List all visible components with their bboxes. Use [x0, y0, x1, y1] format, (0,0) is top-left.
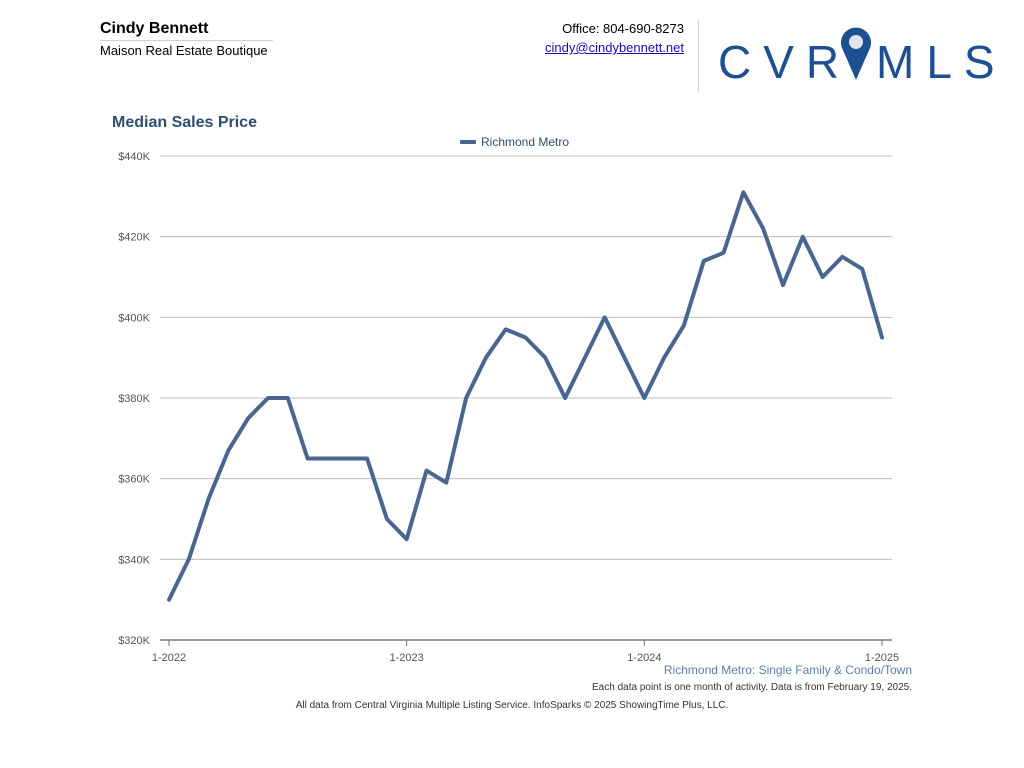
y-tick-label: $400K: [118, 312, 150, 324]
email-link[interactable]: cindy@cindybennett.net: [545, 40, 684, 55]
office-phone: Office: 804-690-8273: [562, 21, 684, 36]
series-line-richmond-metro: [167, 190, 884, 602]
map-pin-icon: [841, 27, 871, 80]
area-label: Richmond Metro: Single Family & Condo/To…: [663, 663, 912, 677]
y-tick-label: $380K: [118, 393, 150, 405]
y-tick-label: $360K: [118, 474, 150, 486]
data-note: Each data point is one month of activity…: [592, 682, 912, 693]
cvrmls-logo: CVR MLS: [718, 27, 993, 84]
chart-title: Median Sales Price: [112, 114, 257, 131]
legend-swatch: [460, 140, 476, 144]
logo-text-left: CVR: [718, 36, 851, 84]
data-source: All data from Central Virginia Multiple …: [295, 700, 729, 711]
y-tick-label: $320K: [118, 635, 150, 647]
y-tick-label: $420K: [118, 232, 150, 244]
x-tick-label: 1-2023: [390, 652, 424, 664]
x-tick-label: 1-2024: [627, 652, 661, 664]
logo-text-right: MLS: [876, 36, 993, 84]
y-tick-label: $440K: [118, 151, 150, 163]
header-divider: [698, 20, 699, 92]
agent-divider: [100, 40, 273, 41]
y-tick-label: $340K: [118, 554, 150, 566]
legend-label: Richmond Metro: [481, 135, 570, 149]
chart-legend: Richmond Metro: [460, 135, 569, 149]
agent-name: Cindy Bennett: [100, 20, 209, 37]
agent-company: Maison Real Estate Boutique: [100, 43, 268, 58]
x-tick-label: 1-2022: [152, 652, 186, 664]
